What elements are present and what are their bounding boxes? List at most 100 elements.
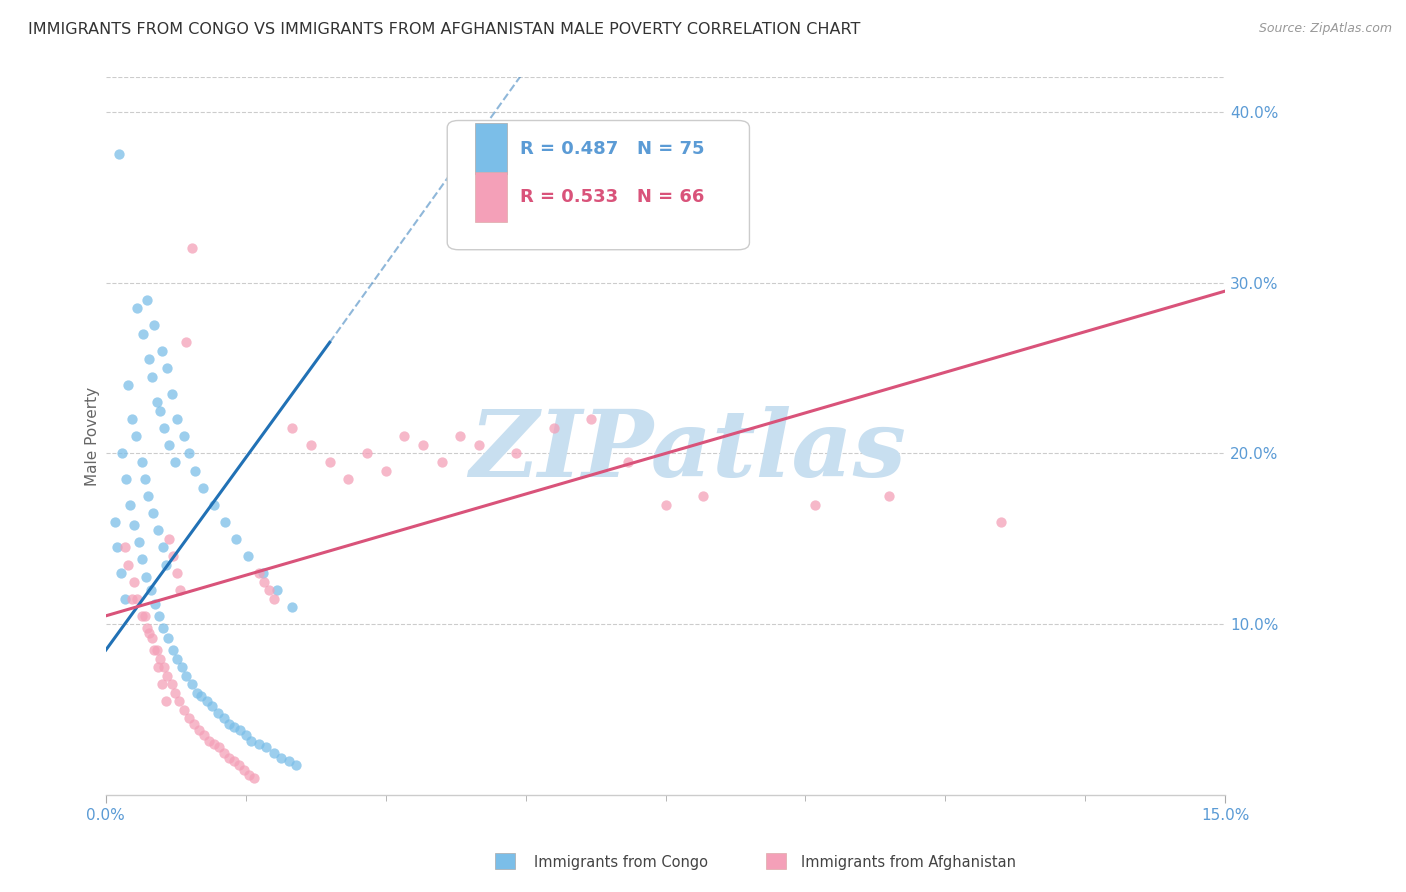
Point [247,737,270,751]
Point [242,771,264,785]
Point [138,626,160,640]
Text: R = 0.533   N = 66: R = 0.533 N = 66 [520,187,704,206]
Point [142,506,165,520]
Point [412,438,434,452]
Point [141,369,163,384]
Point [195,694,218,708]
Point [176,335,198,350]
Point [166,412,188,426]
Point [179,446,201,460]
Point [122,574,145,589]
Point [184,464,207,478]
Point [153,421,176,435]
Point [162,549,184,563]
Point [299,438,322,452]
Point [163,686,186,700]
Point [180,241,202,255]
Point [277,754,299,768]
Point [543,421,565,435]
Point [281,600,304,615]
Point [150,677,173,691]
Text: IMMIGRANTS FROM CONGO VS IMMIGRANTS FROM AFGHANISTAN MALE POVERTY CORRELATION CH: IMMIGRANTS FROM CONGO VS IMMIGRANTS FROM… [28,22,860,37]
Point [394,429,416,443]
Point [167,694,190,708]
Point [127,301,149,315]
Point [191,481,214,495]
Point [254,740,277,755]
Point [121,412,143,426]
Point [449,429,471,443]
Point [134,472,156,486]
Point [110,566,132,580]
Point [270,750,292,764]
Point [176,668,198,682]
Point [319,455,342,469]
Point [212,711,235,725]
Point [141,631,163,645]
Point [356,446,378,460]
Point [579,412,602,426]
Point [149,651,172,665]
Point [138,352,160,367]
Point [879,489,901,503]
Point [157,532,180,546]
Point [138,489,160,503]
Point [120,498,142,512]
Point [104,515,127,529]
Point [505,446,527,460]
Point [162,643,184,657]
Point [139,583,162,598]
Point [145,643,167,657]
Point [131,552,153,566]
Point [128,535,150,549]
Point [188,723,211,738]
Point [281,421,304,435]
Point [285,757,308,772]
Point [163,455,186,469]
Point [156,361,179,376]
Point [149,403,172,417]
Point [263,746,285,760]
Point [105,541,128,555]
Point [193,729,215,743]
Point [160,386,183,401]
Point [131,455,153,469]
Text: R = 0.487   N = 75: R = 0.487 N = 75 [520,139,704,158]
Point [156,631,179,645]
Point [218,750,240,764]
Point [146,524,169,538]
Point [153,660,176,674]
Point [190,689,212,703]
Point [990,515,1012,529]
Point [157,438,180,452]
Point [214,515,236,529]
Point [224,754,246,768]
Point [374,464,396,478]
Point [180,677,202,691]
Point [253,574,276,589]
Point [266,583,288,598]
Point [803,498,825,512]
Point [135,293,157,307]
Point [122,518,145,533]
Point [160,677,183,691]
Point [692,489,714,503]
Point [114,541,136,555]
Point [654,498,676,512]
Point [152,621,174,635]
Point [173,703,195,717]
Point [155,694,177,708]
Point [145,395,167,409]
Point [229,723,252,738]
Point [236,549,259,563]
FancyBboxPatch shape [475,123,506,174]
Point [108,147,131,161]
Point [173,429,195,443]
Point [111,446,134,460]
FancyBboxPatch shape [475,171,506,222]
Y-axis label: Male Poverty: Male Poverty [86,387,100,486]
Point [166,651,188,665]
Point [169,583,191,598]
Point [208,740,231,755]
Point [207,706,229,721]
